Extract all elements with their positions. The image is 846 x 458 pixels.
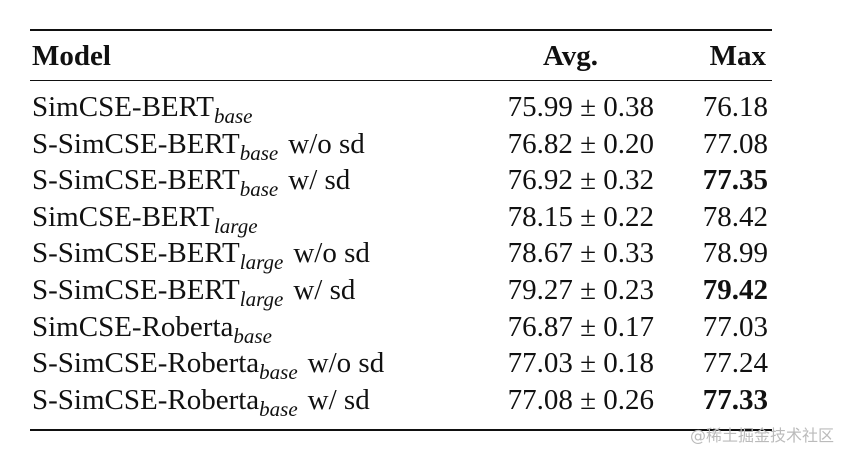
top-rule [30, 29, 772, 31]
model-suffix: w/ sd [307, 383, 370, 416]
model-cell: S-SimCSE-Robertabase w/ sd [32, 383, 370, 421]
avg-cell: 77.03 ± 0.18 [507, 347, 654, 380]
model-subscript: base [213, 104, 253, 128]
max-cell: 78.99 [702, 237, 768, 270]
max-cell: 78.42 [702, 200, 768, 233]
model-name: S-SimCSE-BERT [32, 127, 240, 160]
model-subscript: large [239, 250, 284, 275]
watermark: @稀土掘金技术社区 [689, 426, 834, 445]
model-subscript: base [259, 360, 298, 385]
model-name: S-SimCSE-Roberta [32, 347, 260, 380]
model-name: SimCSE-Roberta [32, 310, 234, 343]
avg-cell: 76.92 ± 0.32 [507, 164, 654, 197]
model-cell: S-SimCSE-BERTlarge w/o sd [32, 236, 370, 275]
model-cell: SimCSE-Robertabase [32, 310, 272, 348]
model-name: SimCSE-BERT [32, 91, 214, 123]
model-suffix: w/ sd [288, 164, 351, 197]
max-cell: 77.03 [702, 310, 768, 343]
bottom-rule [30, 429, 772, 431]
max-cell: 77.35 [702, 164, 768, 197]
max-cell: 79.42 [702, 274, 768, 306]
model-cell: SimCSE-BERTbase [32, 90, 253, 128]
model-cell: SimCSE-BERTlarge [32, 200, 258, 238]
model-name: S-SimCSE-BERT [32, 164, 240, 197]
model-cell: S-SimCSE-BERTbase w/o sd [32, 127, 365, 165]
avg-cell: 76.87 ± 0.17 [507, 310, 654, 343]
model-name: S-SimCSE-BERT [32, 237, 240, 270]
model-cell: S-SimCSE-Robertabase w/o sd [32, 346, 385, 385]
max-cell: 76.18 [702, 91, 768, 123]
avg-cell: 78.67 ± 0.33 [507, 237, 654, 270]
model-suffix: w/o sd [288, 127, 365, 160]
header-avg: Avg. [542, 40, 598, 72]
model-suffix: w/ sd [293, 274, 356, 306]
max-cell: 77.24 [702, 347, 768, 380]
model-name: S-SimCSE-BERT [32, 274, 240, 306]
model-name: SimCSE-BERT [32, 200, 214, 233]
avg-cell: 77.08 ± 0.26 [507, 383, 654, 416]
avg-cell: 79.27 ± 0.23 [507, 274, 654, 306]
model-subscript: base [233, 323, 272, 348]
avg-cell: 76.82 ± 0.20 [507, 127, 654, 160]
model-name: S-SimCSE-Roberta [32, 383, 260, 416]
model-suffix: w/o sd [307, 347, 385, 380]
model-suffix: w/o sd [293, 237, 370, 270]
model-subscript: large [213, 213, 258, 238]
mid-rule [30, 80, 772, 81]
model-cell: S-SimCSE-BERTlarge w/ sd [32, 273, 356, 311]
header-max: Max [709, 40, 766, 72]
header-model: Model [32, 40, 111, 72]
model-subscript: base [239, 177, 279, 202]
avg-cell: 78.15 ± 0.22 [507, 200, 654, 233]
avg-cell: 75.99 ± 0.38 [507, 91, 654, 123]
max-cell: 77.33 [702, 383, 768, 416]
model-subscript: large [239, 287, 284, 311]
model-subscript: base [239, 140, 279, 165]
model-cell: S-SimCSE-BERTbase w/ sd [32, 163, 351, 202]
model-subscript: base [259, 396, 298, 421]
max-cell: 77.08 [702, 127, 768, 160]
